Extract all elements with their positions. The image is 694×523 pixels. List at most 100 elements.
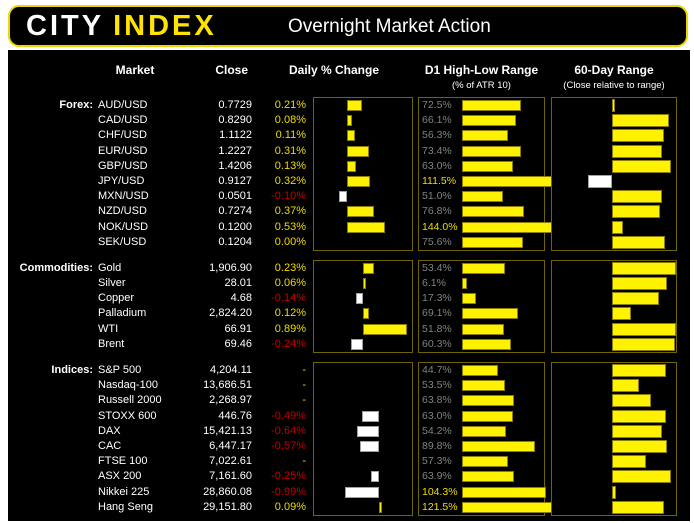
close-value: 69.46 xyxy=(224,337,252,350)
column-header-d1-range-subtitle: (% of ATR 10) xyxy=(452,80,511,91)
close-value: 1,906.90 xyxy=(209,261,252,274)
d1-range-label: 76.8% xyxy=(422,205,452,218)
d1-range-bar xyxy=(462,236,524,248)
d1-range-row: 6.1% xyxy=(419,276,544,291)
range60-bar xyxy=(611,409,667,423)
d1-range-label: 51.8% xyxy=(422,322,452,335)
range60-row xyxy=(552,485,676,500)
column-header-market: Market xyxy=(115,63,155,77)
close-value: 0.7729 xyxy=(218,99,252,111)
d1-range-row: 111.5% xyxy=(419,174,553,189)
d1-range-row: 54.2% xyxy=(419,424,544,439)
market-name: DAX xyxy=(98,424,121,437)
close-value: 1.1122 xyxy=(219,129,252,142)
market-name: Palladium xyxy=(98,307,147,320)
daily-change-value: -0.64% xyxy=(271,424,306,437)
daily-change-value: 0.09% xyxy=(274,500,306,513)
logo-city-text: CITY xyxy=(26,10,105,42)
d1-range-bar xyxy=(462,262,506,274)
table-row: Indices: S&P 500 4,204.11 - xyxy=(8,363,306,378)
daily-change-bar xyxy=(346,145,370,157)
d1-range-bar xyxy=(462,278,467,290)
daily-change-bar xyxy=(363,278,366,290)
d1-range-bar xyxy=(462,456,509,468)
market-name: CHF/USD xyxy=(98,129,147,142)
logo-index-text: INDEX xyxy=(113,10,217,42)
range60-row xyxy=(552,276,676,291)
d1-range-row: 57.3% xyxy=(419,454,544,469)
d1-range-row: 63.0% xyxy=(419,409,544,424)
table-row: Palladium 2,824.20 0.12% xyxy=(8,306,306,321)
close-value: 2,824.20 xyxy=(209,307,252,320)
section-label xyxy=(8,174,96,189)
d1-range-label: 56.3% xyxy=(422,129,452,142)
d1-range-label: 6.1% xyxy=(422,277,446,290)
column-header-60day-range-label: 60-Day Range xyxy=(574,63,654,77)
table-row: FTSE 100 7,022.61 - xyxy=(8,454,306,469)
close-value: 66.91 xyxy=(224,322,252,335)
daily-change-bar-row xyxy=(314,261,412,276)
daily-change-bar-row xyxy=(314,189,412,204)
daily-change-value: -0.57% xyxy=(271,439,306,452)
daily-change-value: - xyxy=(302,364,306,376)
range60-row xyxy=(552,220,676,235)
daily-change-bar xyxy=(339,191,347,203)
daily-change-bar-row xyxy=(314,235,412,250)
range60-bar xyxy=(611,470,672,484)
daily-change-value: - xyxy=(302,379,306,392)
close-value: 6,447.17 xyxy=(209,439,252,452)
daily-change-bar-row xyxy=(314,439,412,454)
range60-row xyxy=(552,159,676,174)
range60-row xyxy=(552,500,676,515)
range60-bar xyxy=(611,292,659,306)
d1-range-row: 63.8% xyxy=(419,393,544,408)
daily-change-bar xyxy=(379,501,383,513)
d1-range-label: 144.0% xyxy=(422,220,458,233)
d1-range-label: 104.3% xyxy=(422,485,458,498)
table-row: GBP/USD 1.4206 0.13% xyxy=(8,159,306,174)
daily-change-value: 0.08% xyxy=(274,114,306,127)
table-row: Russell 2000 2,268.97 - xyxy=(8,393,306,408)
section-label xyxy=(8,291,96,306)
range60-row xyxy=(552,204,676,219)
range60-row xyxy=(552,393,676,408)
market-name: CAD/USD xyxy=(98,114,148,127)
daily-change-value: -0.49% xyxy=(271,409,306,422)
market-name: NOK/USD xyxy=(98,220,149,233)
d1-range-row: 51.0% xyxy=(419,189,544,204)
daily-change-bar xyxy=(370,471,380,483)
d1-range-row: 72.5% xyxy=(419,98,544,113)
market-name: NZD/USD xyxy=(98,205,147,218)
d1-range-label: 69.1% xyxy=(422,307,452,320)
market-name: CAC xyxy=(98,439,122,452)
range60-row xyxy=(552,322,676,337)
d1-range-label: 63.8% xyxy=(422,394,452,407)
column-header-60day-range-subtitle: (Close relative to range) xyxy=(563,80,665,91)
range60-row xyxy=(552,98,676,113)
daily-change-value: 0.31% xyxy=(274,144,306,157)
market-name: S&P 500 xyxy=(98,364,142,376)
d1-range-row: 63.9% xyxy=(419,469,544,484)
d1-range-bar xyxy=(462,501,561,513)
text-columns: Indices: S&P 500 4,204.11 - Nasdaq-100 13,686… xyxy=(8,362,306,516)
daily-change-bar xyxy=(363,323,407,335)
daily-change-value: -0.14% xyxy=(271,292,306,305)
d1-range-row: 75.6% xyxy=(419,235,544,250)
market-name: Nikkei 225 xyxy=(98,485,150,498)
market-name: JPY/USD xyxy=(98,174,145,187)
d1-range-label: 121.5% xyxy=(422,500,458,513)
daily-change-bar-row xyxy=(314,144,412,159)
close-value: 4.68 xyxy=(230,292,252,305)
close-value: 28.01 xyxy=(224,277,252,290)
market-name: Russell 2000 xyxy=(98,394,162,407)
daily-change-bar xyxy=(351,338,363,350)
daily-change-bar xyxy=(346,206,374,218)
section-label xyxy=(8,393,96,408)
daily-change-bar xyxy=(362,410,380,422)
daily-change-bar-row xyxy=(314,204,412,219)
range60-row xyxy=(552,409,676,424)
market-name: ASX 200 xyxy=(98,470,142,483)
column-headers: Market Close Daily % Change D1 High-Low … xyxy=(8,50,690,97)
d1-range-bar xyxy=(462,160,514,172)
